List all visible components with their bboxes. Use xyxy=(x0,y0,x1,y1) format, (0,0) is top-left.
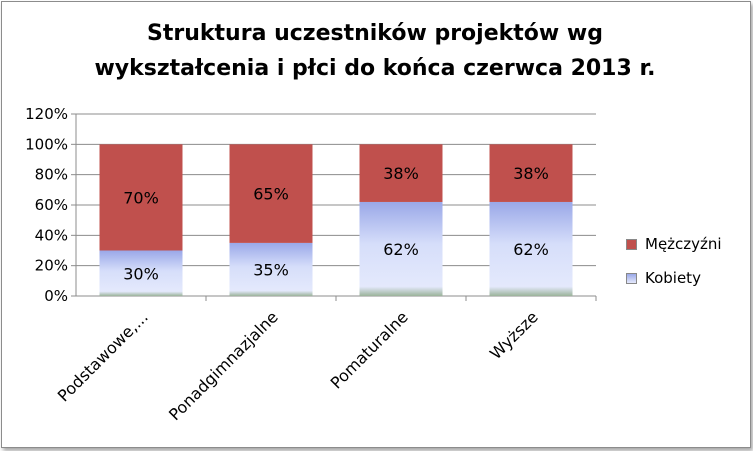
bar-segment-women xyxy=(489,201,573,296)
y-tick-label: 120% xyxy=(25,105,68,123)
y-tick-label: 60% xyxy=(35,196,68,214)
chart-title: Struktura uczestników projektów wg wyksz… xyxy=(0,16,750,86)
x-tick-label: Wyższe xyxy=(486,307,542,363)
legend-swatch-men xyxy=(626,238,637,250)
chart-title-line-2: wykształcenia i płci do końca czerwca 20… xyxy=(94,56,656,81)
legend-label-men: Mężczyźni xyxy=(645,235,722,253)
bar-segment-men xyxy=(359,144,443,202)
y-tick-label: 20% xyxy=(35,257,68,275)
data-label-men: 38% xyxy=(383,164,419,183)
data-label-men: 38% xyxy=(513,164,549,183)
bar-segment-men xyxy=(489,144,573,202)
bar-segment-men xyxy=(229,144,313,243)
y-tick-label: 0% xyxy=(44,287,68,305)
y-tick-label: 100% xyxy=(25,135,68,153)
legend-swatch-women xyxy=(626,272,637,284)
chart-title-line-1: Struktura uczestników projektów wg xyxy=(147,21,603,46)
legend-label-women: Kobiety xyxy=(645,269,701,287)
data-label-women: 35% xyxy=(253,260,289,279)
bar-segment-men xyxy=(99,144,183,251)
data-label-men: 65% xyxy=(253,185,289,204)
y-tick-label: 80% xyxy=(35,166,68,184)
bar-segment-women xyxy=(99,250,183,296)
x-tick-label: Pomaturalne xyxy=(327,307,412,392)
legend: Mężczyźni Kobiety xyxy=(626,233,722,301)
data-label-women: 62% xyxy=(383,240,419,259)
bar-segment-women xyxy=(359,201,443,296)
data-label-women: 62% xyxy=(513,240,549,259)
y-tick-label: 40% xyxy=(35,226,68,244)
x-tick-label: Podstawowe,... xyxy=(54,307,152,405)
bar-segment-women xyxy=(229,242,313,296)
data-label-men: 70% xyxy=(123,188,159,207)
data-label-women: 30% xyxy=(123,264,159,283)
legend-item-men: Mężczyźni xyxy=(626,233,722,255)
x-tick-label: Ponadgimnazjalne xyxy=(165,307,282,424)
legend-item-women: Kobiety xyxy=(626,267,722,289)
